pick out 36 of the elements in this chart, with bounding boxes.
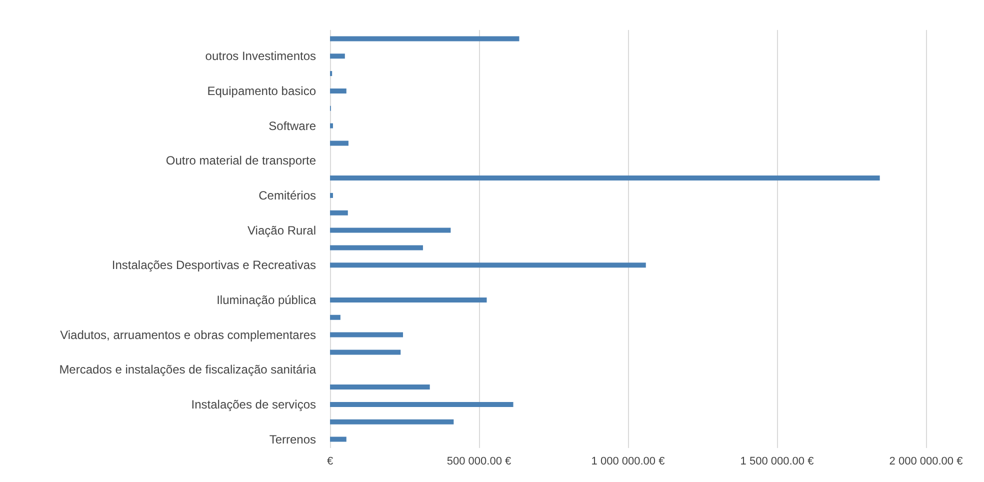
bar [330, 54, 345, 59]
y-tick-label: Viadutos, arruamentos e obras complementares [60, 328, 316, 342]
bar [330, 332, 404, 338]
bar [330, 176, 880, 181]
x-tick-label: € [326, 456, 334, 468]
y-tick-label: Iluminação pública [216, 292, 316, 307]
y-tick-label: Outro material de transporte [166, 154, 316, 168]
y-tick-label: Instalações Desportivas e Recreativas [112, 258, 316, 272]
y-tick-label: Cemitérios [258, 188, 316, 202]
y-tick-label: Equipamento basico [207, 84, 316, 98]
bar [330, 297, 487, 302]
y-tick-label: Viação Rural [248, 223, 316, 238]
y-tick-label: Instalações de serviços [191, 397, 316, 412]
bar [330, 402, 514, 407]
bar [330, 88, 346, 94]
x-tick-label: 1 000 000.00 € [591, 456, 665, 468]
bar [330, 262, 646, 268]
bar [330, 350, 401, 355]
bar [330, 210, 348, 216]
x-tick-label: 2 000 000.00 € [889, 456, 963, 468]
bar [330, 192, 333, 198]
y-tick-label: Terrenos [269, 432, 316, 446]
bar [330, 140, 348, 146]
bar [330, 36, 520, 42]
x-tick-label: 500 000.00 € [446, 456, 512, 468]
y-tick-label: Software [268, 118, 316, 133]
bar [330, 123, 333, 128]
bar [330, 228, 451, 233]
y-tick-label: outros Investimentos [205, 49, 316, 64]
bar [330, 436, 346, 442]
y-tick-label: Mercados e instalações de fiscalização sanitária [59, 362, 316, 377]
x-tick-label: 1 500 000.00 € [740, 456, 814, 468]
bar [330, 384, 430, 390]
bar [330, 314, 340, 320]
bar [330, 419, 454, 424]
bar [330, 245, 423, 250]
